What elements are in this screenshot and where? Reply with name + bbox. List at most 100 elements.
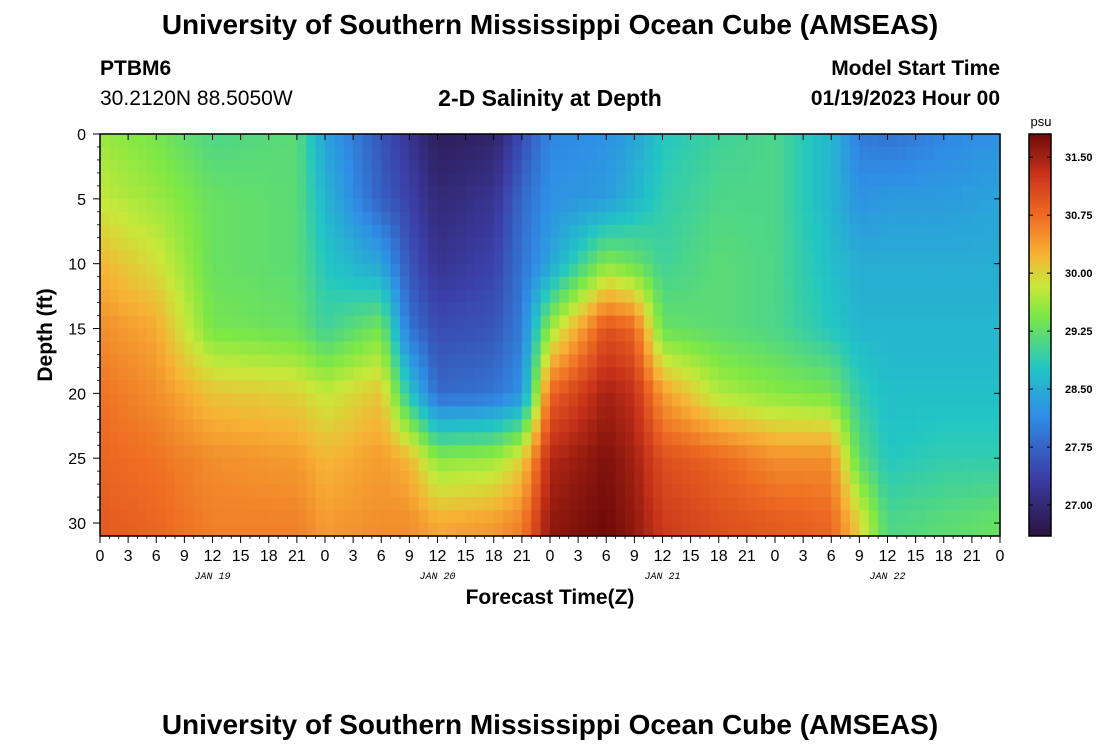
heatmap-cell	[803, 458, 814, 472]
heatmap-cell	[128, 328, 139, 343]
heatmap-cell	[362, 302, 373, 317]
heatmap-cell	[212, 224, 223, 239]
heatmap-cell	[868, 146, 879, 161]
heatmap-cell	[128, 432, 139, 446]
heatmap-cell	[343, 237, 354, 252]
heatmap-cell	[896, 445, 907, 459]
heatmap-cell	[850, 211, 860, 226]
heatmap-cell	[418, 523, 429, 537]
heatmap-cell	[540, 315, 551, 330]
heatmap-cell	[456, 497, 467, 511]
heatmap-cell	[118, 315, 129, 330]
heatmap-cell	[475, 471, 485, 485]
heatmap-cell	[700, 367, 710, 381]
heatmap-cell	[137, 211, 148, 226]
heatmap-cell	[325, 380, 335, 394]
heatmap-cell	[362, 146, 373, 161]
heatmap-cell	[175, 159, 185, 174]
heatmap-cell	[428, 224, 439, 239]
heatmap-cell	[803, 497, 814, 511]
heatmap-cell	[746, 445, 757, 459]
heatmap-cell	[568, 341, 579, 356]
heatmap-cell	[709, 367, 720, 381]
heatmap-cell	[540, 510, 551, 524]
heatmap-cell	[287, 328, 298, 343]
heatmap-cell	[671, 406, 682, 420]
heatmap-cell	[531, 237, 542, 252]
heatmap-cell	[803, 471, 814, 485]
heatmap-cell	[728, 380, 739, 394]
heatmap-cell	[615, 289, 626, 304]
heatmap-cell	[906, 250, 917, 265]
heatmap-cell	[868, 458, 879, 472]
heatmap-cell	[643, 523, 654, 537]
heatmap-cell	[990, 185, 1001, 200]
x-tick-label: 6	[152, 548, 161, 565]
heatmap-cell	[671, 432, 682, 446]
heatmap-cell	[971, 237, 982, 252]
heatmap-cell	[971, 367, 982, 381]
heatmap-cell	[165, 185, 176, 200]
heatmap-cell	[428, 134, 439, 148]
heatmap-cell	[109, 484, 120, 498]
heatmap-cell	[784, 289, 795, 304]
heatmap-cell	[165, 159, 176, 174]
heatmap-cell	[278, 432, 289, 446]
heatmap-cell	[868, 224, 879, 239]
heatmap-cell	[212, 237, 223, 252]
heatmap-cell	[934, 393, 945, 407]
heatmap-cell	[287, 159, 298, 174]
heatmap-cell	[596, 341, 607, 356]
heatmap-cell	[475, 523, 485, 537]
heatmap-cell	[765, 302, 776, 317]
heatmap-cell	[503, 185, 514, 200]
heatmap-cell	[793, 445, 804, 459]
heatmap-cell	[578, 185, 589, 200]
heatmap-cell	[484, 419, 495, 433]
chart-subtitle: 2-D Salinity at Depth	[438, 85, 662, 111]
heatmap-cell	[700, 159, 710, 174]
heatmap-cell	[700, 211, 710, 226]
heatmap-cell	[728, 484, 739, 498]
heatmap-cell	[681, 185, 692, 200]
heatmap-cell	[653, 484, 664, 498]
heatmap-cell	[943, 406, 954, 420]
heatmap-cell	[943, 315, 954, 330]
heatmap-cell	[868, 263, 879, 278]
heatmap-cell	[962, 211, 973, 226]
heatmap-cell	[334, 354, 345, 369]
heatmap-cell	[437, 237, 448, 252]
heatmap-cell	[990, 315, 1001, 330]
heatmap-cell	[315, 406, 326, 420]
heatmap-cell	[812, 367, 823, 381]
heatmap-cell	[681, 237, 692, 252]
heatmap-cell	[250, 172, 260, 187]
heatmap-cell	[690, 523, 701, 537]
heatmap-cell	[259, 146, 270, 161]
heatmap-cell	[503, 497, 514, 511]
heatmap-cell	[137, 302, 148, 317]
heatmap-cell	[953, 406, 964, 420]
heatmap-cell	[503, 432, 514, 446]
heatmap-cell	[212, 419, 223, 433]
heatmap-cell	[784, 458, 795, 472]
heatmap-cell	[137, 341, 148, 356]
heatmap-cell	[418, 510, 429, 524]
heatmap-cell	[493, 302, 504, 317]
heatmap-cell	[353, 406, 364, 420]
heatmap-cell	[550, 406, 560, 420]
heatmap-cell	[184, 406, 195, 420]
heatmap-cell	[821, 134, 832, 148]
heatmap-cell	[493, 471, 504, 485]
heatmap-cell	[990, 419, 1001, 433]
heatmap-cell	[859, 159, 870, 174]
heatmap-cell	[409, 159, 420, 174]
heatmap-cell	[540, 471, 551, 485]
heatmap-cell	[643, 263, 654, 278]
heatmap-cell	[587, 380, 598, 394]
heatmap-cell	[446, 432, 457, 446]
heatmap-cell	[315, 393, 326, 407]
heatmap-cell	[109, 393, 120, 407]
heatmap-cell	[221, 198, 232, 213]
heatmap-cell	[175, 445, 185, 459]
